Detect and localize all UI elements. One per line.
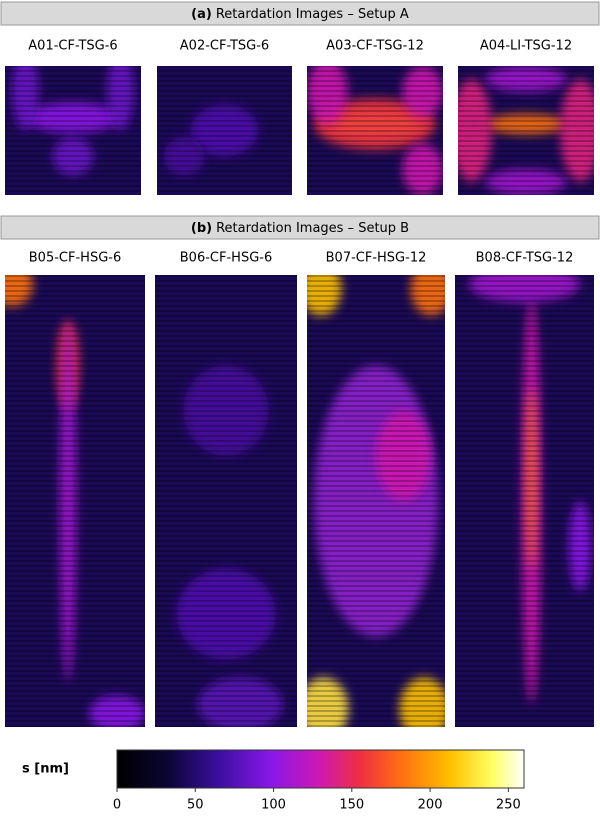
image-label: B06-CF-HSG-6 [180, 251, 272, 266]
section-title: (a) Retardation Images – Setup A [191, 7, 409, 22]
image-label: B05-CF-HSG-6 [29, 251, 121, 266]
retardation-image [455, 275, 594, 727]
image-label: A03-CF-TSG-12 [326, 39, 424, 54]
image-label: A02-CF-TSG-6 [180, 39, 269, 54]
section-title-text: Retardation Images – Setup B [216, 221, 409, 236]
colorbar-tick-label: 100 [261, 798, 286, 813]
colorbar [116, 749, 525, 789]
image-label: B07-CF-HSG-12 [326, 251, 427, 266]
retardation-image [157, 66, 292, 195]
image-label: A04-LI-TSG-12 [480, 39, 572, 54]
section-tag: (a) [191, 7, 212, 22]
colorbar-tick-label: 250 [496, 798, 521, 813]
retardation-image [307, 66, 443, 195]
colorbar-tick-label: 0 [113, 798, 121, 813]
section-title: (b) Retardation Images – Setup B [191, 221, 409, 236]
colorbar-label: s [nm] [22, 762, 69, 777]
retardation-image [155, 275, 297, 727]
retardation-image [307, 275, 445, 727]
section-header [0, 215, 600, 240]
image-label: B08-CF-TSG-12 [476, 251, 574, 266]
retardation-image [458, 66, 594, 195]
image-label: A01-CF-TSG-6 [28, 39, 117, 54]
retardation-image [5, 275, 145, 727]
section-header [0, 1, 600, 26]
section-tag: (b) [191, 221, 212, 236]
colorbar-tick-label: 200 [418, 798, 443, 813]
colorbar-tick-label: 50 [187, 798, 204, 813]
colorbar-tick-label: 150 [339, 798, 364, 813]
section-title-text: Retardation Images – Setup A [216, 7, 409, 22]
retardation-image [5, 66, 141, 195]
